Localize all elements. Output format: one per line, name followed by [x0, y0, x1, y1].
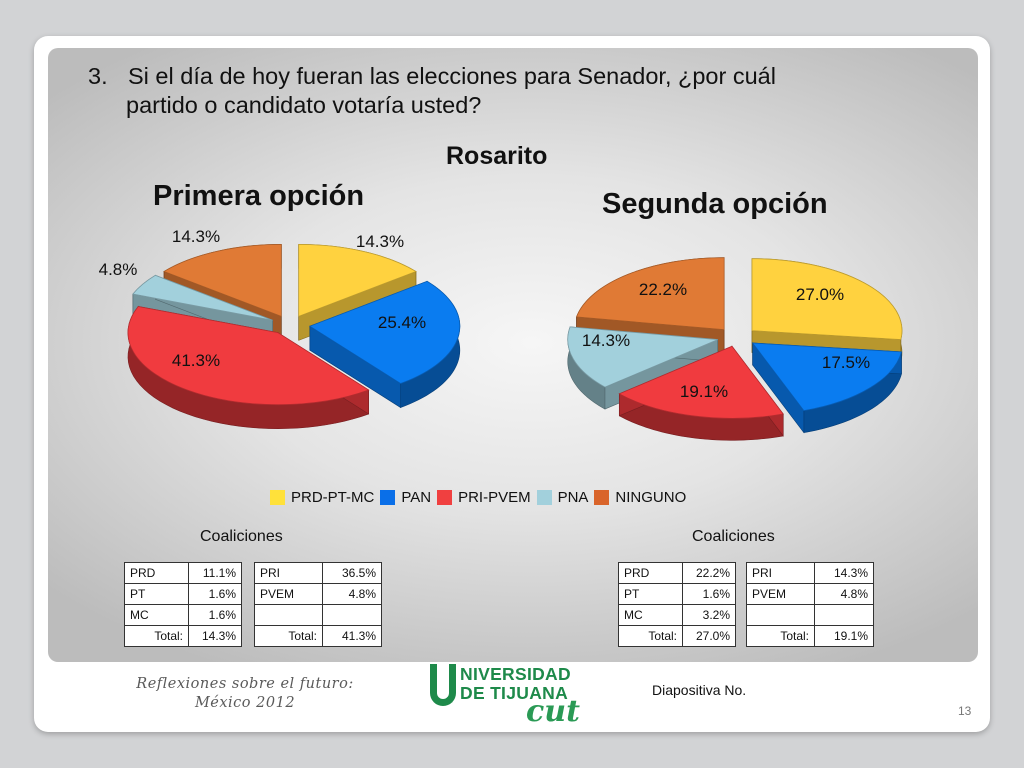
table-row: PRD 11.1%: [124, 562, 242, 584]
data-label-pna: 14.3%: [582, 331, 630, 350]
data-label-ninguno: 14.3%: [172, 227, 220, 246]
legend-item-pri-pvem: PRI-PVEM: [437, 489, 531, 506]
coaliciones-label-primera: Coaliciones: [200, 528, 283, 545]
pie-chart-primera: 14.3% 25.4% 41.3% 4.8% 14.3%: [99, 227, 461, 429]
table-row: PRI 36.5%: [254, 562, 382, 584]
coalition-table-second-a: PRD 22.2% PT 1.6% MC 3.2% Total: 27.0%: [618, 562, 736, 647]
question-line-2: partido o candidato votaría usted?: [126, 92, 482, 118]
table-row: Total: 27.0%: [618, 625, 736, 647]
pie-slice-pri-pvem: [127, 305, 370, 429]
table-row: PRI 14.3%: [746, 562, 874, 584]
chart-legend: PRD-PT-MC PAN PRI-PVEM PNA NINGUNO: [270, 487, 692, 507]
table-row: PVEM 4.8%: [254, 583, 382, 605]
table-row: Total: 41.3%: [254, 625, 382, 647]
table-row: PT 1.6%: [618, 583, 736, 605]
legend-swatch: [536, 489, 552, 505]
legend-swatch: [594, 489, 610, 505]
data-label-pri-pvem: 19.1%: [680, 382, 728, 401]
data-label-prd-pt-mc: 14.3%: [356, 232, 404, 251]
table-row: MC 1.6%: [124, 604, 242, 626]
coaliciones-label-segunda: Coaliciones: [692, 528, 775, 545]
legend-item-pan: PAN: [380, 489, 431, 506]
legend-item-pna: PNA: [536, 489, 588, 506]
data-label-pan: 25.4%: [378, 313, 426, 332]
table-row: Total: 14.3%: [124, 625, 242, 647]
table-row: Total: 19.1%: [746, 625, 874, 647]
pie-chart-segunda: 27.0% 17.5% 19.1% 14.3% 22.2%: [567, 257, 903, 441]
table-row: PRD 22.2%: [618, 562, 736, 584]
legend-item-prd-pt-mc: PRD-PT-MC: [270, 489, 374, 506]
footer-title: Reflexiones sobre el futuro: México 2012: [136, 676, 354, 711]
data-label-pan: 17.5%: [822, 353, 870, 372]
legend-swatch: [380, 489, 396, 505]
university-logo: NIVERSIDAD DE TIJUANA cut: [430, 664, 590, 729]
chart-title-segunda: Segunda opción: [602, 188, 828, 220]
question-number: 3.: [88, 63, 108, 89]
table-row: PVEM 4.8%: [746, 583, 874, 605]
table-row: PT 1.6%: [124, 583, 242, 605]
table-row: MC 3.2%: [618, 604, 736, 626]
table-row: [254, 604, 382, 626]
coalition-table-first-a: PRD 11.1% PT 1.6% MC 1.6% Total: 14.3%: [124, 562, 242, 647]
slide-label: Diapositiva No.: [652, 682, 747, 698]
coalition-table-first-b: PRI 36.5% PVEM 4.8% Total: 41.3%: [254, 562, 382, 647]
data-label-ninguno: 22.2%: [639, 280, 687, 299]
data-label-prd-pt-mc: 27.0%: [796, 285, 844, 304]
pie-slice-pri-pvem: [618, 345, 784, 441]
pie-slice-pan: [308, 280, 461, 409]
coalition-table-second-b: PRI 14.3% PVEM 4.8% Total: 19.1%: [746, 562, 874, 647]
legend-item-ninguno: NINGUNO: [594, 489, 686, 506]
question-line-1: Si el día de hoy fueran las elecciones p…: [128, 63, 776, 89]
legend-swatch: [270, 489, 285, 505]
data-label-pna: 4.8%: [99, 260, 138, 279]
page-number: 13: [958, 704, 972, 718]
legend-swatch: [437, 489, 453, 505]
location-title: Rosarito: [446, 142, 548, 170]
logo-u-mark: [430, 664, 456, 706]
pie-slice-pan: [751, 342, 902, 434]
chart-title-primera: Primera opción: [153, 180, 365, 212]
data-label-pri-pvem: 41.3%: [172, 351, 220, 370]
table-row: [746, 604, 874, 626]
